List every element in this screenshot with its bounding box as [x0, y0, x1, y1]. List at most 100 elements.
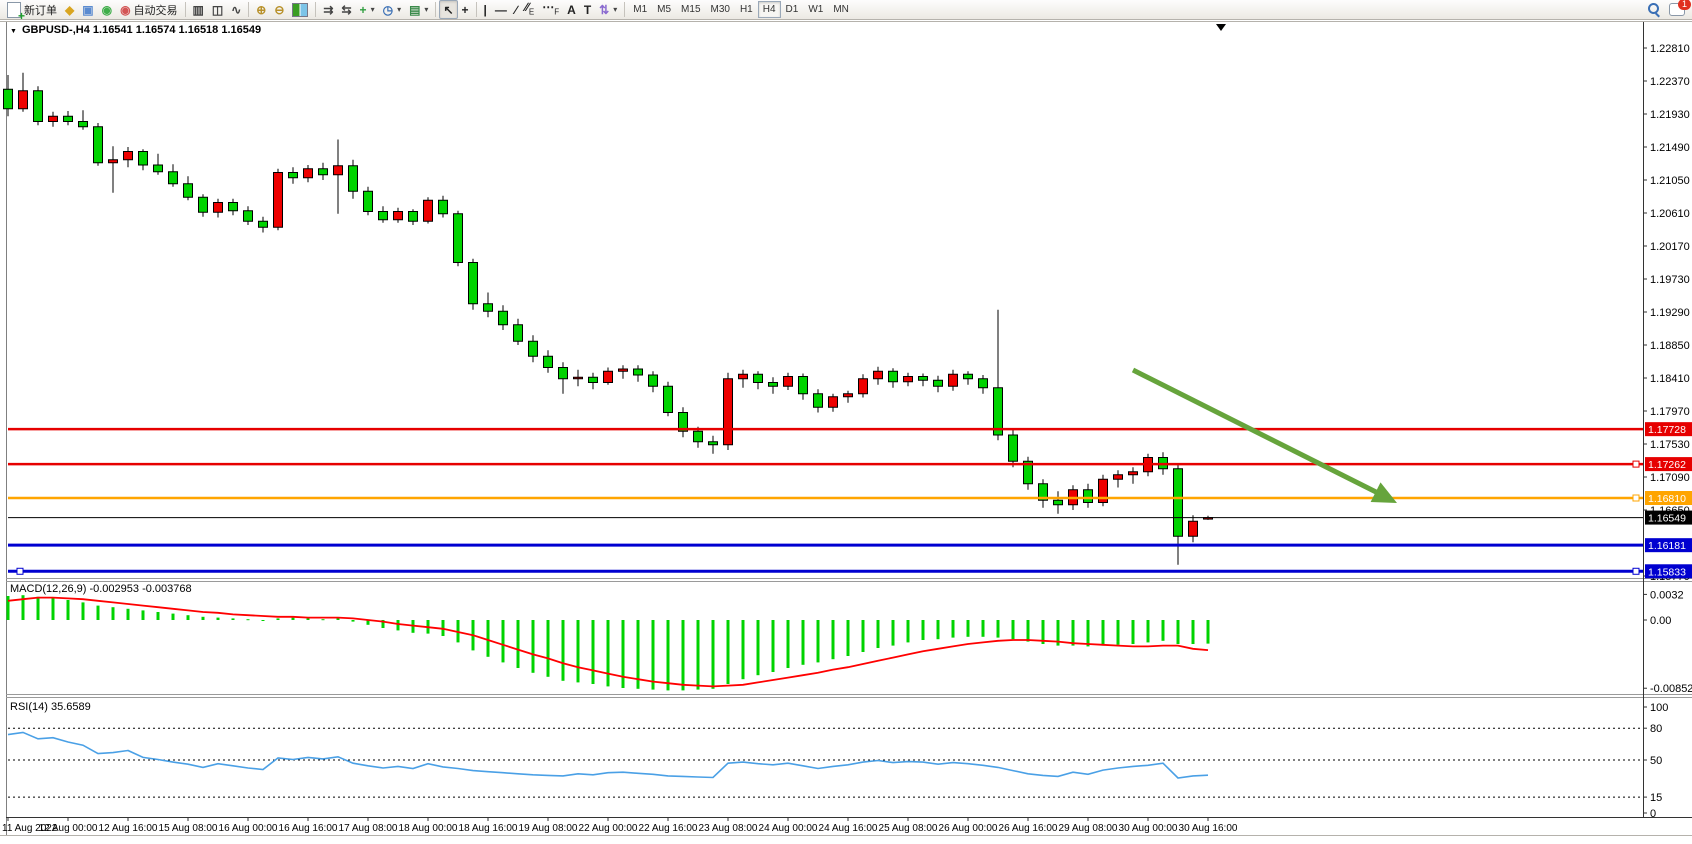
time-tick-label: 18 Aug 16:00	[459, 823, 518, 834]
indicators-button[interactable]: + ▾	[356, 0, 379, 19]
price-line-label: 1.17262	[1648, 459, 1686, 471]
macd-histogram-bar	[786, 620, 790, 668]
price-tick-label: 1.21050	[1650, 175, 1690, 187]
line-anchor-marker[interactable]	[1632, 567, 1640, 575]
icon-subscript: F	[554, 7, 560, 17]
macd-histogram-bar	[681, 620, 685, 691]
macd-histogram-bar	[126, 608, 130, 620]
notifications-button[interactable]: 1	[1665, 0, 1691, 19]
auto-scroll-button[interactable]: ⇉	[319, 0, 337, 19]
new-order-button[interactable]: 新订单	[3, 0, 61, 23]
fibonacci-icon: ⋯F	[542, 0, 560, 17]
cursor-button[interactable]: ↖	[439, 0, 458, 19]
macd-histogram-bar	[801, 620, 805, 665]
macd-histogram-bar	[1086, 620, 1090, 647]
candle-body	[513, 324, 523, 342]
trend-arrow-line[interactable]	[1131, 367, 1378, 495]
timeframe-m30-button[interactable]: M30	[710, 4, 730, 15]
candle-body	[453, 213, 463, 263]
templates-button[interactable]: ▤ ▾	[405, 0, 432, 19]
vertical-line-button[interactable]: |	[480, 0, 491, 19]
crosshair-button[interactable]: +	[458, 0, 473, 19]
macd-histogram-bar	[846, 620, 850, 656]
candle-body	[918, 376, 928, 381]
candle-body	[198, 196, 208, 213]
fibonacci-button[interactable]: ⋯F	[538, 0, 563, 19]
macd-histogram-bar	[1071, 620, 1075, 646]
price-line-label: 1.17728	[1648, 424, 1686, 436]
toolbar-separator	[624, 2, 626, 17]
equidistant-channel-button[interactable]: ∕∕E	[521, 0, 538, 19]
auto-trading-label: 自动交易	[133, 4, 178, 17]
trendline-button[interactable]: ∕	[511, 0, 521, 19]
macd-histogram-bar	[546, 620, 550, 677]
timeframe-h4-button[interactable]: H4	[757, 1, 781, 18]
notifications-icon: 1	[1669, 0, 1691, 16]
candle-body	[798, 376, 808, 395]
line-anchor-marker[interactable]	[1632, 494, 1640, 502]
timeframe-w1-button[interactable]: W1	[808, 4, 824, 15]
text-label-button[interactable]: T	[580, 0, 595, 19]
arrows-icon: ⇅	[599, 2, 610, 17]
macd-indicator-label: MACD(12,26,9) -0.002953 -0.003768	[10, 583, 192, 595]
candle-body	[1038, 483, 1048, 501]
candle-body	[168, 171, 178, 185]
price-tick-label: 1.21930	[1650, 109, 1690, 121]
timeframe-m5-button[interactable]: M5	[657, 4, 672, 15]
price-tick-label: 1.18410	[1650, 373, 1690, 385]
candle-body	[873, 370, 883, 380]
zoom-in-button[interactable]: ⊕	[252, 0, 270, 19]
tile-windows-button[interactable]	[288, 0, 312, 19]
macd-histogram-bar	[621, 620, 625, 688]
timeframe-m15-button[interactable]: M15	[681, 4, 701, 15]
candle-body	[693, 430, 703, 443]
macd-histogram-bar	[1101, 620, 1105, 646]
timeframe-mn-button[interactable]: MN	[833, 4, 849, 15]
macd-histogram-bar	[141, 610, 145, 620]
macd-histogram-bar	[1026, 620, 1030, 642]
candle-body	[843, 393, 853, 398]
candle-body	[228, 202, 238, 212]
time-tick-label: 29 Aug 08:00	[1059, 823, 1118, 834]
horizontal-line-button[interactable]: —	[491, 0, 511, 19]
line-chart-button[interactable]: ∿	[227, 0, 245, 19]
macd-histogram-bar	[1011, 620, 1015, 640]
candle-body	[858, 378, 868, 395]
terminal-button[interactable]: ▣	[78, 0, 97, 19]
trend-arrow-head[interactable]	[1370, 482, 1397, 503]
arrows-button[interactable]: ⇅ ▾	[595, 0, 621, 19]
candlestick-chart-button[interactable]: ◫	[208, 0, 227, 19]
price-tick-label: 1.17530	[1650, 439, 1690, 451]
macd-histogram-bar	[606, 620, 610, 687]
macd-histogram-bar	[231, 618, 235, 620]
chart-shift-button[interactable]: ⇆	[337, 0, 355, 19]
line-anchor-marker[interactable]	[16, 567, 24, 575]
macd-histogram-bar	[276, 618, 280, 620]
candle-body	[123, 151, 133, 161]
new-order-label: 新订单	[24, 4, 57, 17]
macd-histogram-bar	[636, 620, 640, 689]
price-tick-label: 1.18850	[1650, 340, 1690, 352]
price-line-label-box	[1645, 422, 1692, 437]
search-button[interactable]	[1644, 0, 1665, 19]
auto-trading-button[interactable]: ◉ 自动交易	[116, 0, 181, 19]
periods-button[interactable]: ◷ ▾	[379, 0, 406, 19]
macd-histogram-bar	[771, 620, 775, 672]
chart-window-button[interactable]: ◆	[61, 0, 78, 19]
candle-body	[1128, 471, 1138, 476]
candle-body	[933, 379, 943, 387]
timeframe-h1-button[interactable]: H1	[739, 4, 753, 15]
bar-chart-button[interactable]: ▥	[189, 0, 208, 19]
line-anchor-marker[interactable]	[1632, 460, 1640, 468]
time-tick-label: 26 Aug 16:00	[999, 823, 1058, 834]
macd-histogram-bar	[21, 595, 25, 620]
chart-dropdown-icon: ▼	[10, 28, 17, 35]
candle-body	[768, 382, 778, 387]
timeframe-d1-button[interactable]: D1	[785, 4, 799, 15]
strategy-tester-button[interactable]: ◉	[98, 0, 116, 19]
timeframe-m1-button[interactable]: M1	[633, 4, 648, 15]
text-button[interactable]: A	[563, 0, 580, 19]
zoom-out-button[interactable]: ⊖	[270, 0, 288, 19]
chart-shift-marker[interactable]	[1216, 24, 1226, 31]
price-line-label-box	[1645, 457, 1692, 472]
